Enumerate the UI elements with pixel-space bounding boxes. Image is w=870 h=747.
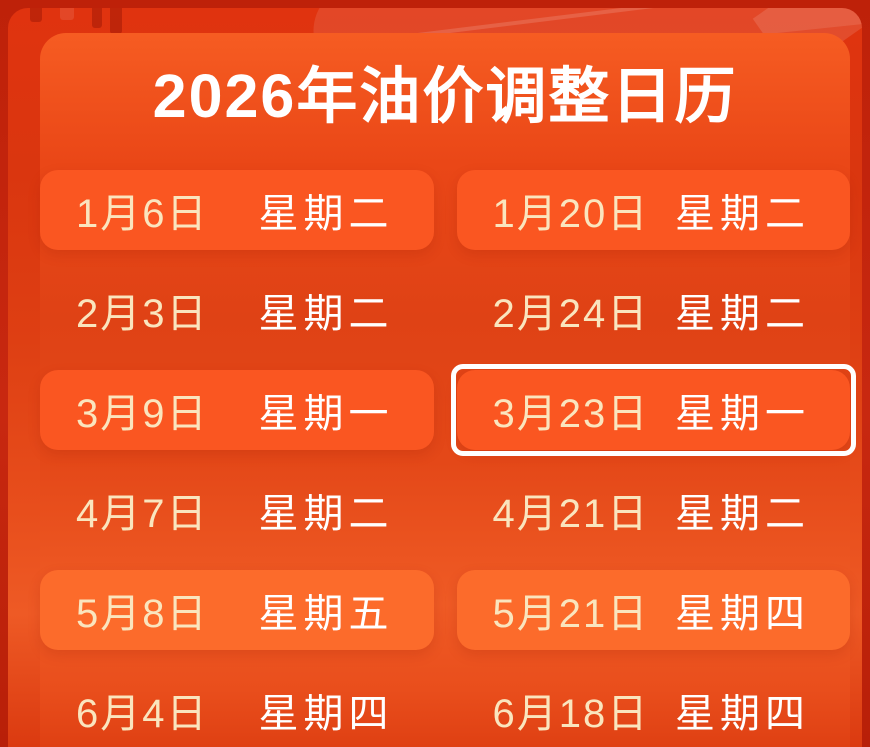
page-title: 2026年油价调整日历 [152, 62, 738, 130]
calendar-cell: 6月4日 星期四 [40, 670, 434, 747]
date-label: 1月6日 [76, 192, 209, 236]
calendar-row-may: 5月8日 星期五 5月21日 星期四 [40, 570, 850, 650]
weekday-label: 星期一 [675, 392, 810, 436]
weekday-label: 星期二 [675, 492, 810, 536]
calendar-cell: 2月3日 星期二 [40, 270, 434, 350]
date-label: 6月4日 [76, 692, 209, 736]
calendar-cell: 3月9日 星期一 [40, 370, 434, 450]
weekday-label: 星期二 [258, 292, 394, 336]
weekday-label: 星期四 [675, 592, 810, 636]
weekday-label: 星期二 [675, 292, 810, 336]
calendar-cell: 5月21日 星期四 [456, 570, 850, 650]
calendar-row-march: 3月9日 星期一 3月23日 星期一 [40, 364, 856, 456]
calendar-cell: 4月21日 星期二 [457, 470, 851, 550]
weekday-label: 星期五 [258, 592, 394, 636]
calendar-cell: 5月8日 星期五 [40, 570, 434, 650]
calendar-cell: 1月6日 星期二 [40, 170, 434, 250]
calendar-cell: 1月20日 星期二 [456, 170, 850, 250]
calendar-tab-decoration [92, 8, 102, 28]
weekday-label: 星期一 [258, 392, 394, 436]
date-label: 5月8日 [76, 592, 209, 636]
calendar-cell: 6月18日 星期四 [457, 670, 851, 747]
calendar-cell-highlighted: 3月23日 星期一 [450, 364, 856, 456]
date-label: 3月9日 [76, 392, 209, 436]
date-label: 1月20日 [492, 192, 650, 236]
date-label: 6月18日 [492, 692, 650, 736]
weekday-label: 星期二 [258, 492, 394, 536]
calendar-row-april: 4月7日 星期二 4月21日 星期二 [40, 470, 850, 550]
weekday-label: 星期四 [675, 692, 810, 736]
calendar-tab-decoration [30, 8, 42, 22]
calendar-row-june: 6月4日 星期四 6月18日 星期四 [40, 670, 850, 747]
calendar-cell: 2月24日 星期二 [457, 270, 851, 350]
calendar-tab-decoration [110, 8, 122, 34]
date-label: 4月21日 [492, 492, 650, 536]
date-label: 2月24日 [492, 292, 650, 336]
calendar-tab-decoration [60, 8, 74, 20]
weekday-label: 星期四 [258, 692, 394, 736]
calendar-row-february: 2月3日 星期二 2月24日 星期二 [40, 270, 850, 350]
date-label: 5月21日 [492, 592, 650, 636]
calendar-row-january: 1月6日 星期二 1月20日 星期二 [40, 170, 850, 250]
date-label: 3月23日 [492, 392, 650, 436]
weekday-label: 星期二 [258, 192, 394, 236]
date-label: 4月7日 [76, 492, 209, 536]
weekday-label: 星期二 [675, 192, 810, 236]
background-band: 2026年油价调整日历 1月6日 星期二 1月20日 星期二 2月3日 星期二 [8, 8, 862, 747]
date-label: 2月3日 [76, 292, 209, 336]
calendar-panel: 2026年油价调整日历 1月6日 星期二 1月20日 星期二 2月3日 星期二 [40, 33, 856, 747]
calendar-grid: 1月6日 星期二 1月20日 星期二 2月3日 星期二 2月24日 星期二 [40, 170, 856, 747]
calendar-cell: 4月7日 星期二 [40, 470, 434, 550]
